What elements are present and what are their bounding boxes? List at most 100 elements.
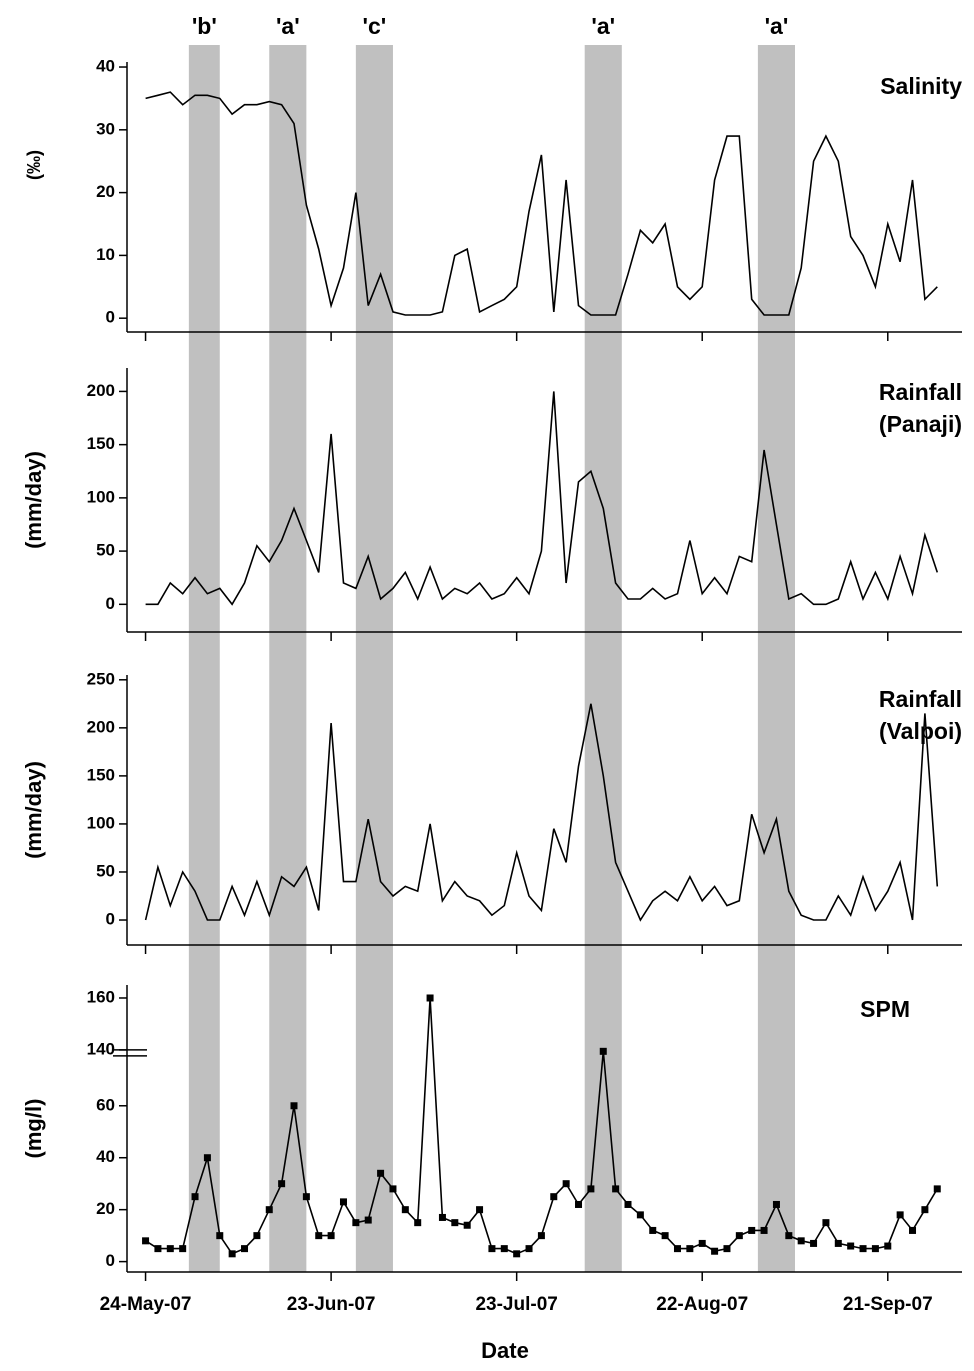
data-point (179, 1245, 187, 1253)
y-tick-label: 50 (96, 861, 115, 880)
data-point (785, 1232, 793, 1240)
event-band (757, 45, 795, 1272)
band-label: 'c' (363, 13, 387, 39)
data-point (377, 1169, 385, 1177)
data-point (612, 1185, 620, 1193)
event-band (269, 45, 307, 1272)
data-point (760, 1226, 768, 1234)
data-point (673, 1245, 681, 1253)
data-point (810, 1239, 818, 1247)
data-point (921, 1206, 929, 1214)
data-point (550, 1193, 558, 1201)
band-label: 'a' (765, 13, 789, 39)
panel-title: Salinity (880, 73, 962, 99)
data-point (636, 1211, 644, 1219)
y-tick-label: 50 (96, 541, 115, 560)
y-tick-label: 40 (96, 57, 115, 76)
y-tick-label: 140 (87, 1039, 115, 1058)
data-point (228, 1250, 236, 1258)
data-point (154, 1245, 162, 1253)
data-point (290, 1102, 298, 1110)
data-point (364, 1216, 372, 1224)
data-line (145, 91, 938, 316)
data-point (871, 1245, 879, 1253)
panel-subtitle: (Panaji) (879, 411, 962, 437)
data-point (426, 994, 434, 1002)
panel-title: Rainfall (879, 686, 962, 712)
data-point (278, 1180, 286, 1188)
data-point (896, 1211, 904, 1219)
data-line (144, 703, 939, 922)
data-point (686, 1245, 694, 1253)
data-point (735, 1232, 743, 1240)
event-band (188, 45, 220, 1272)
data-point (241, 1245, 249, 1253)
data-point (575, 1200, 583, 1208)
data-point (488, 1245, 496, 1253)
y-tick-label: 10 (96, 245, 115, 264)
data-point (847, 1242, 855, 1250)
y-axis-label: (mm/day) (21, 451, 46, 549)
data-point (500, 1245, 508, 1253)
data-point (909, 1226, 917, 1234)
data-line (145, 997, 938, 1255)
data-point (723, 1245, 731, 1253)
data-point (302, 1193, 310, 1201)
data-point (513, 1250, 521, 1258)
data-line (145, 391, 939, 606)
data-point (203, 1154, 211, 1162)
data-point (438, 1213, 446, 1221)
data-point (859, 1245, 867, 1253)
data-point (884, 1242, 892, 1250)
y-tick-label: 0 (106, 594, 115, 613)
event-band (355, 45, 393, 1272)
data-point (191, 1193, 199, 1201)
data-point (822, 1219, 830, 1227)
y-axis-label: (mg/l) (21, 1099, 46, 1159)
event-band (584, 45, 622, 1272)
data-point (587, 1185, 595, 1193)
x-axis-label: Date (481, 1338, 529, 1363)
y-tick-label: 40 (96, 1147, 115, 1166)
y-tick-label: 250 (87, 669, 115, 688)
data-point (216, 1232, 224, 1240)
y-tick-label: 160 (87, 987, 115, 1006)
data-point (649, 1226, 657, 1234)
y-tick-label: 150 (87, 434, 115, 453)
data-point (748, 1226, 756, 1234)
data-point (265, 1206, 273, 1214)
data-point (834, 1239, 842, 1247)
data-point (339, 1198, 347, 1206)
data-point (537, 1232, 545, 1240)
band-label: 'b' (192, 13, 217, 39)
data-point (463, 1221, 471, 1229)
y-tick-label: 200 (87, 381, 115, 400)
data-point (401, 1206, 409, 1214)
data-point (253, 1232, 261, 1240)
data-point (166, 1245, 174, 1253)
band-label: 'a' (591, 13, 615, 39)
data-point (599, 1047, 607, 1055)
band-label: 'a' (276, 13, 300, 39)
data-point (661, 1232, 669, 1240)
y-tick-label: 100 (87, 487, 115, 506)
data-point (389, 1185, 397, 1193)
y-tick-label: 0 (106, 910, 115, 929)
x-tick-label: 23-Jul-07 (475, 1294, 557, 1315)
data-point (624, 1200, 632, 1208)
data-point (142, 1237, 150, 1245)
data-point (933, 1185, 941, 1193)
y-tick-label: 0 (106, 1251, 115, 1270)
data-point (451, 1219, 459, 1227)
y-tick-label: 150 (87, 765, 115, 784)
data-point (562, 1180, 570, 1188)
panel-subtitle: (Valpoi) (879, 718, 962, 744)
y-tick-label: 0 (106, 308, 115, 327)
y-tick-label: 20 (96, 1199, 115, 1218)
data-point (698, 1239, 706, 1247)
data-point (327, 1232, 335, 1240)
x-tick-label: 23-Jun-07 (287, 1294, 376, 1315)
panel-title: Rainfall (879, 379, 962, 405)
y-tick-label: 100 (87, 813, 115, 832)
